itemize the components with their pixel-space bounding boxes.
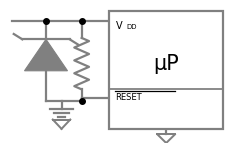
Text: DD: DD [126,24,136,30]
Polygon shape [25,39,67,71]
FancyBboxPatch shape [109,11,222,129]
Text: V: V [116,21,122,31]
Text: μP: μP [153,54,178,74]
Text: RESET: RESET [114,94,141,102]
